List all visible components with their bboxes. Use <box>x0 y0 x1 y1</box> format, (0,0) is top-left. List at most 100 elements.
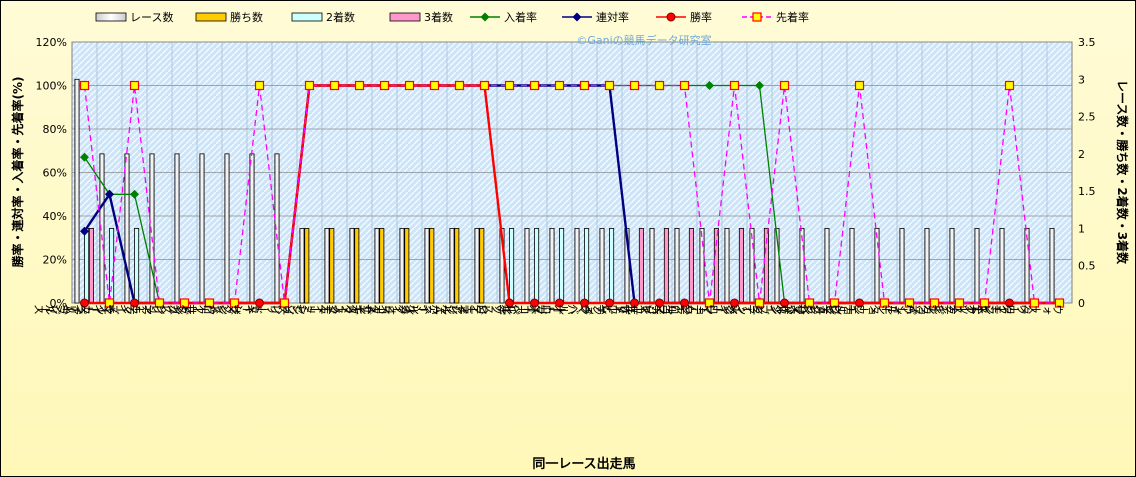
category-label: マジックサンズ <box>162 303 239 316</box>
bar-勝ち数 <box>454 228 460 304</box>
category-label: コスモリスナー <box>312 303 389 316</box>
bar-レース数 <box>674 228 680 304</box>
category-label: ドーサンドーサン <box>176 303 264 316</box>
point-先着率 <box>904 298 915 308</box>
category-label: ミシュリーヌ <box>248 303 314 316</box>
point-先着率 <box>329 80 340 91</box>
category-label: シマサンブラック <box>726 303 814 316</box>
legend-label: 先着率 <box>776 10 809 24</box>
legend-label: レース数 <box>130 11 173 24</box>
category-label: シュラザック <box>773 303 839 316</box>
point-入着率 <box>130 189 139 199</box>
category-label: スリーキングス <box>212 303 289 316</box>
point-入着率 <box>80 152 89 162</box>
category-label: ラーシャローム <box>687 303 764 316</box>
bar-勝ち数 <box>329 228 335 304</box>
point-先着率 <box>954 298 965 308</box>
point-先着率 <box>229 298 240 308</box>
category-label: マハートマーベル <box>501 303 589 316</box>
point-先着率 <box>454 80 465 91</box>
category-label: ノースタンダード <box>326 303 414 316</box>
point-先着率 <box>129 80 140 91</box>
legend-swatch <box>389 12 421 22</box>
bar-レース数 <box>574 228 580 304</box>
bar-レース数 <box>1049 228 1055 304</box>
point-先着率 <box>829 298 840 308</box>
category-label: ジョパンニ <box>884 303 939 316</box>
bar-レース数 <box>199 153 205 304</box>
point-勝率 <box>580 298 589 308</box>
category-label: フタリセゾン <box>273 303 339 316</box>
bar-勝ち数 <box>379 228 385 304</box>
legend-label: 勝ち数 <box>230 10 263 24</box>
right-tick-label: 1.5 <box>1078 185 1096 198</box>
category-label: ウォーターエルピス <box>815 303 914 316</box>
point-先着率 <box>704 298 715 308</box>
point-先着率 <box>1029 298 1040 308</box>
category-label: ロードガレリア <box>137 303 214 316</box>
left-tick-label: 40% <box>43 210 67 223</box>
point-入着率 <box>755 81 764 90</box>
point-先着率 <box>879 298 890 308</box>
bar-レース数 <box>999 228 1005 304</box>
right-tick-label: 1 <box>1078 222 1085 235</box>
watermark-text: ©Ganiの競馬データ研究室 <box>576 33 711 47</box>
point-先着率 <box>354 80 365 91</box>
point-先着率 <box>554 80 565 91</box>
bar-2着数 <box>584 228 590 304</box>
bar-レース数 <box>474 228 480 304</box>
bar-2着数 <box>609 228 615 304</box>
category-label: マテンロウゴールド <box>615 303 714 316</box>
bar-レース数 <box>399 228 405 304</box>
bar-3着数 <box>663 228 669 304</box>
point-勝率 <box>80 298 89 308</box>
legend-label: 入着率 <box>504 10 537 24</box>
bar-3着数 <box>713 228 719 304</box>
bar-レース数 <box>524 228 530 304</box>
point-先着率 <box>804 298 815 308</box>
right-tick-label: 2 <box>1078 148 1085 161</box>
left-tick-label: 120% <box>36 36 67 49</box>
legend-swatch <box>95 12 127 22</box>
point-連対率 <box>80 226 89 236</box>
category-label: オールデスグラシ <box>451 303 539 316</box>
bar-2着数 <box>559 228 565 304</box>
right-tick-label: 2.5 <box>1078 111 1096 124</box>
point-先着率 <box>179 298 190 308</box>
point-先着率 <box>304 80 315 91</box>
category-label: デルマジュテーム <box>601 303 690 316</box>
legend-marker <box>480 12 490 22</box>
point-勝率 <box>1005 298 1014 308</box>
right-tick-label: 3 <box>1078 73 1085 86</box>
left-tick-label: 100% <box>36 80 67 93</box>
bar-レース数 <box>899 228 905 304</box>
point-連対率 <box>105 189 114 199</box>
point-勝率 <box>780 298 789 308</box>
point-先着率 <box>529 80 540 91</box>
point-先着率 <box>1054 298 1065 308</box>
category-label: スワローシチー <box>962 303 1039 316</box>
bar-レース数 <box>174 153 180 304</box>
category-label: クモヒトツナイ <box>937 303 1014 316</box>
bar-2着数 <box>134 228 140 304</box>
right-tick-label: 0 <box>1078 297 1085 310</box>
point-先着率 <box>504 80 515 91</box>
line-先着率 <box>83 84 1060 304</box>
right-axis-label: レース数・勝ち数・2着数・3着数 <box>1115 80 1130 265</box>
bar-2着数 <box>509 228 515 304</box>
category-label: オロスコピオ <box>498 303 564 316</box>
bar-レース数 <box>649 228 655 304</box>
point-先着率 <box>779 80 790 91</box>
legend-marker <box>666 12 676 22</box>
legend-label: 3着数 <box>424 10 453 24</box>
legend-label: 勝率 <box>690 10 712 24</box>
bar-レース数 <box>299 228 305 304</box>
legend-label: 連対率 <box>596 10 629 24</box>
bar-レース数 <box>724 228 730 304</box>
bar-レース数 <box>849 228 855 304</box>
point-先着率 <box>629 80 640 91</box>
point-先着率 <box>429 80 440 91</box>
right-tick-label: 3.5 <box>1078 36 1096 49</box>
bar-勝ち数 <box>479 228 485 304</box>
category-label: ショウナンハウル <box>776 303 864 316</box>
